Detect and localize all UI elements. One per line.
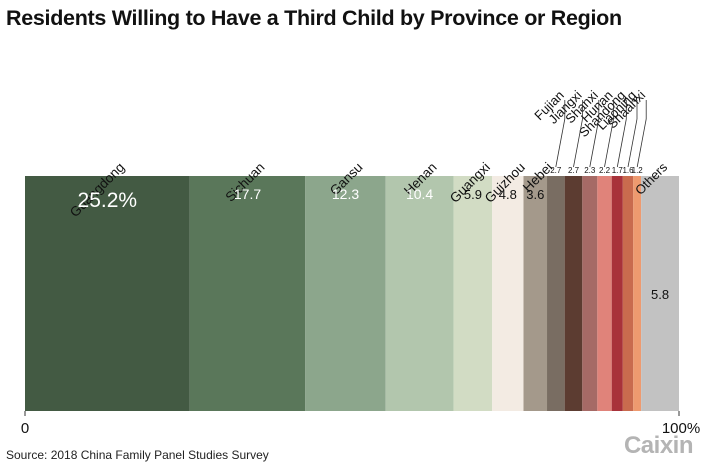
bar-segment-shaanxi: [633, 176, 642, 411]
bar-segment-guangdong: [25, 176, 190, 411]
caixin-logo: Caixin: [623, 432, 694, 459]
bar-segment-guizhou: [492, 176, 524, 411]
value-label-shanxi: 2.3: [584, 166, 596, 175]
leader-line-liaoning: [627, 118, 638, 168]
value-label-guangxi: 5.9: [464, 187, 482, 202]
value-label-sichuan: 17.7: [234, 186, 261, 202]
value-label-henan: 10.4: [406, 186, 433, 202]
bar-segment-jiangxi: [564, 176, 583, 411]
leader-line-hunan: [604, 118, 614, 168]
bar-segment-gansu: [305, 176, 386, 411]
value-label-hunan: 2.2: [599, 166, 611, 175]
source-note: Source: 2018 China Family Panel Studies …: [6, 448, 269, 462]
bar-segment-hunan: [597, 176, 612, 411]
value-label-liaoning: 1.6: [622, 166, 634, 175]
leader-line-shandong: [616, 118, 627, 168]
leader-line-jiangxi: [573, 118, 583, 168]
bar-segment-henan: [385, 176, 454, 411]
axis-label-min: 0: [21, 420, 29, 437]
value-label-guizhou: 4.8: [499, 187, 517, 202]
value-label-shaanxi: 1.2: [632, 166, 644, 175]
bar-segment-guangxi: [453, 176, 493, 411]
bar-segment-shandong: [611, 176, 623, 411]
value-label-guangdong: 25.2%: [78, 189, 138, 212]
bar-segment-hebei: [523, 176, 548, 411]
leader-line-fujian: [555, 118, 566, 168]
axis-label-max: 100%: [662, 420, 700, 437]
value-label-gansu: 12.3: [332, 186, 359, 202]
bar-segment-shanxi: [582, 176, 598, 411]
bar-segment-liaoning: [622, 176, 634, 411]
value-label-others: 5.8: [651, 287, 669, 302]
value-label-jiangxi: 2.7: [568, 166, 580, 175]
bar-segment-sichuan: [189, 176, 306, 411]
leader-line-shanxi: [589, 118, 600, 168]
bar-segment-others: [641, 176, 679, 411]
value-label-shandong: 1.7: [612, 166, 624, 175]
value-label-fujian: 2.7: [550, 166, 562, 175]
value-label-hebei: 3.6: [526, 187, 544, 202]
bar-segment-fujian: [547, 176, 565, 411]
chart-title: Residents Willing to Have a Third Child …: [6, 6, 622, 30]
leader-line-shaanxi: [636, 118, 647, 168]
